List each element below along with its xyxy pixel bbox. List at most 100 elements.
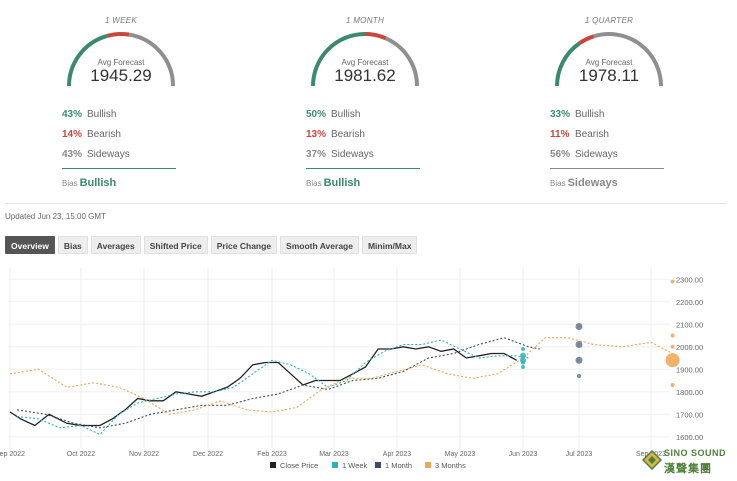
x-tick-label: Oct 2022 (67, 451, 96, 458)
bullish-stat: 33% Bullish (550, 108, 604, 122)
y-tick-label: 1800.00 (676, 388, 703, 397)
y-tick-label: 2000.00 (676, 343, 703, 352)
bias-value: Bullish (323, 177, 361, 189)
bias-row: Bias Sideways (550, 175, 618, 191)
avg-forecast-value: 1978.11 (578, 66, 640, 85)
forecast-gauge (555, 32, 663, 87)
gauge-arc-bullish (311, 32, 366, 87)
forecast-panel-1-month: 1 MONTH Avg Forecast 1981.62 50% Bullish … (273, 0, 453, 200)
forecast-chart: 1600.00 1700.00 1800.00 1900.00 2000.00 2100.… (0, 268, 703, 470)
bias-value: Sideways (567, 177, 618, 189)
bias-caption: Bias (62, 179, 78, 188)
tab-minim-max[interactable]: Minim/Max (361, 236, 418, 254)
tab-overview[interactable]: Overview (5, 236, 55, 254)
forecast-gauge (67, 32, 175, 87)
y-tick-label: 1900.00 (676, 365, 703, 374)
forecast-point (575, 356, 583, 364)
tab-bias[interactable]: Bias (57, 236, 88, 254)
gauge-arc-bearish (578, 34, 595, 45)
tab-averages[interactable]: Averages (90, 236, 141, 254)
bullish-label: Bullish (87, 109, 117, 120)
avg-forecast-value: 1981.62 (334, 66, 396, 85)
sideways-pct: 43% (62, 149, 83, 160)
x-tick-label: May 2023 (445, 451, 476, 458)
tab-shifted-price[interactable]: Shifted Price (143, 236, 208, 254)
legend-swatch (425, 462, 431, 468)
series-line-1-week (17, 339, 529, 436)
forecast-point (521, 347, 525, 351)
sideways-label: Sideways (331, 149, 374, 160)
x-tick-label: Apr 2023 (383, 451, 412, 458)
forecast-point (665, 353, 680, 368)
y-tick-label: 2100.00 (676, 320, 703, 329)
chart-series (9, 337, 673, 436)
bias-row: Bias Bullish (306, 175, 360, 191)
x-tick-label: Sep 2022 (0, 451, 25, 458)
gauge-arc-bullish (67, 33, 108, 87)
bearish-pct: 14% (62, 129, 83, 140)
bias-row: Bias Bullish (62, 175, 116, 191)
x-tick-label: Nov 2022 (129, 451, 159, 458)
series-line-1-month (17, 337, 540, 429)
forecast-point (520, 352, 526, 359)
bias-caption: Bias (550, 179, 566, 188)
watermark-title: SINO SOUND (664, 448, 727, 458)
legend-swatch (375, 462, 381, 468)
avg-forecast-label: Avg Forecast (97, 58, 145, 67)
sideways-stat: 37% Sideways (306, 148, 374, 162)
sideways-stat: 43% Sideways (62, 148, 130, 162)
chart-grid (8, 268, 670, 448)
x-tick-label: Feb 2023 (257, 451, 287, 458)
sideways-stat: 56% Sideways (550, 148, 618, 162)
forecast-point (521, 365, 525, 369)
bullish-pct: 50% (306, 109, 327, 120)
x-tick-label: Jun 2023 (509, 451, 538, 458)
forecast-point (575, 323, 583, 330)
bearish-stat: 11% Bearish (550, 128, 609, 142)
updated-timestamp: Updated Jun 23, 15:00 GMT (5, 212, 106, 221)
forecast-point (670, 383, 675, 387)
period-label: 1 WEEK (104, 16, 138, 25)
forecast-panel-1-quarter: 1 QUARTER Avg Forecast 1978.11 33% Bullis… (517, 0, 697, 200)
legend-label: 1 Week (342, 461, 368, 470)
x-tick-label: Mar 2023 (319, 451, 349, 458)
legend-label: 1 Month (385, 461, 412, 470)
tab-smooth-average[interactable]: Smooth Average (280, 236, 359, 254)
avg-forecast-value: 1945.29 (90, 66, 152, 85)
bearish-label: Bearish (331, 129, 365, 140)
sino-sound-logo-icon (642, 450, 662, 470)
bias-value: Bullish (79, 177, 117, 189)
forecast-point (575, 341, 583, 348)
legend-swatch (270, 462, 276, 468)
avg-forecast-label: Avg Forecast (585, 58, 633, 67)
legend-swatch (332, 462, 338, 468)
forecast-point (670, 333, 675, 338)
x-axis-ticks: Sep 2022 Oct 2022 Nov 2022 Dec 2022 Feb 2023… (0, 451, 666, 458)
bearish-stat: 13% Bearish (306, 128, 365, 142)
x-tick-label: Jul 2023 (566, 451, 593, 458)
watermark-subtitle: 漢聲集團 (664, 463, 712, 475)
tab-price-change[interactable]: Price Change (210, 236, 278, 254)
bearish-pct: 11% (550, 129, 570, 140)
forecast-gauge (311, 31, 420, 87)
bearish-label: Bearish (87, 129, 121, 140)
gauge-arc-bearish (364, 31, 387, 41)
y-tick-label: 1600.00 (676, 433, 703, 442)
bullish-stat: 43% Bullish (62, 108, 116, 122)
period-label: 1 QUARTER (584, 16, 634, 25)
forecast-point (670, 344, 675, 349)
avg-forecast-label: Avg Forecast (341, 58, 389, 67)
series-line-close-price (9, 346, 518, 427)
series-line-3-months (9, 337, 673, 415)
bullish-stat: 50% Bullish (306, 108, 360, 122)
bearish-pct: 13% (306, 129, 327, 140)
bias-divider (306, 168, 420, 169)
bias-divider (62, 168, 176, 169)
gauge-arc-sideways (384, 36, 420, 87)
legend-label: Close Price (280, 461, 318, 470)
bearish-label: Bearish (575, 129, 609, 140)
chart-tabs: Overview Bias Averages Shifted Price Pri… (5, 236, 418, 254)
sideways-pct: 37% (306, 149, 327, 160)
y-axis-ticks: 1600.00 1700.00 1800.00 1900.00 2000.00 2100.… (676, 275, 703, 442)
forecast-point (521, 360, 525, 365)
